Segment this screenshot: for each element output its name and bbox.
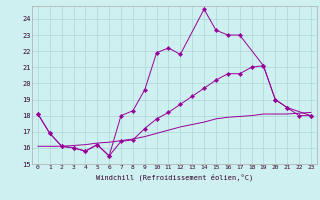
X-axis label: Windchill (Refroidissement éolien,°C): Windchill (Refroidissement éolien,°C)	[96, 173, 253, 181]
